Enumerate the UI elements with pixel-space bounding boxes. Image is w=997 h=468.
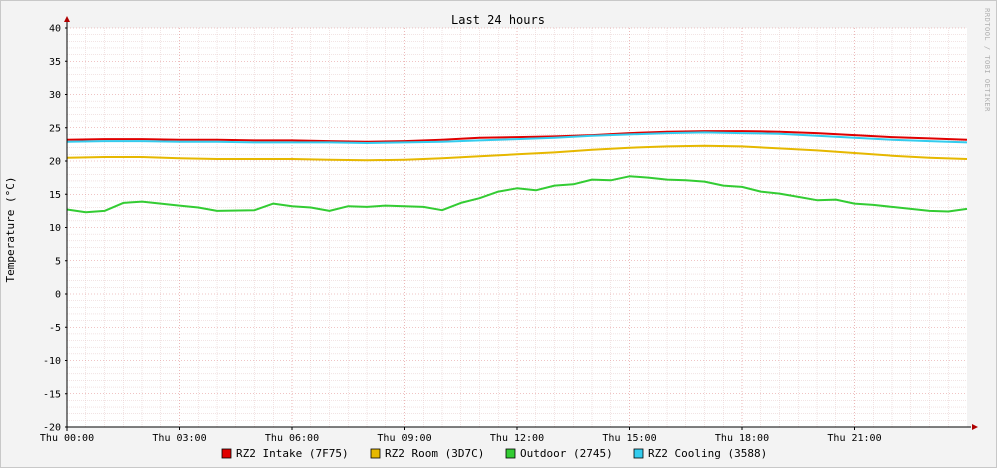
- legend-label: Outdoor (2745): [520, 447, 613, 460]
- y-tick-label: 25: [49, 123, 61, 134]
- series-line-2: [66, 175, 968, 214]
- legend-swatch: [370, 448, 381, 459]
- x-tick-label: Thu 09:00: [377, 433, 431, 444]
- series-line-1: [66, 144, 968, 162]
- y-tick-label: 5: [55, 256, 61, 267]
- axes: [64, 16, 978, 431]
- y-tick-label: -5: [49, 323, 61, 334]
- y-tick-label: 40: [49, 24, 61, 35]
- legend-swatch: [221, 448, 232, 459]
- x-axis-arrow-icon: [972, 424, 978, 430]
- y-tick-label: -10: [43, 356, 61, 367]
- series-line-3: [66, 131, 968, 144]
- x-tick-labels: Thu 00:00 Thu 03:00 Thu 06:00 Thu 09:00 Thu …: [40, 433, 882, 444]
- y-tick-label: 20: [49, 157, 61, 168]
- legend: RZ2 Intake (7F75) RZ2 Room (3D7C) Outdoor …: [221, 447, 767, 460]
- rrdtool-watermark: RRDTOOL / TOBI OETIKER: [983, 8, 991, 112]
- y-tick-label: 0: [55, 290, 61, 301]
- x-tick-label: Thu 15:00: [602, 433, 656, 444]
- y-tick-label: 10: [49, 223, 61, 234]
- y-tick-label: 15: [49, 190, 61, 201]
- x-tick-label: Thu 18:00: [715, 433, 769, 444]
- y-tick-labels: 40 35 30 25 20 15 10 5 0 -5 -10 -15 -20: [43, 24, 61, 434]
- x-tick-label: Thu 12:00: [490, 433, 544, 444]
- y-tick-label: 30: [49, 90, 61, 101]
- y-axis-arrow-icon: [64, 16, 70, 22]
- chart-title: Last 24 hours: [451, 13, 545, 27]
- y-tick-label: -20: [43, 423, 61, 434]
- legend-swatch: [633, 448, 644, 459]
- legend-swatch: [505, 448, 516, 459]
- x-tick-label: Thu 03:00: [152, 433, 206, 444]
- y-tick-label: -15: [43, 389, 61, 400]
- y-tick-label: 35: [49, 57, 61, 68]
- legend-label: RZ2 Room (3D7C): [385, 447, 484, 460]
- y-axis-label: Temperature (°C): [4, 177, 17, 283]
- series-layer: [66, 130, 968, 214]
- series-line-0: [66, 130, 968, 143]
- legend-label: RZ2 Intake (7F75): [236, 447, 349, 460]
- x-tick-label: Thu 00:00: [40, 433, 94, 444]
- x-tick-label: Thu 21:00: [827, 433, 881, 444]
- legend-label: RZ2 Cooling (3588): [648, 447, 767, 460]
- x-tick-label: Thu 06:00: [265, 433, 319, 444]
